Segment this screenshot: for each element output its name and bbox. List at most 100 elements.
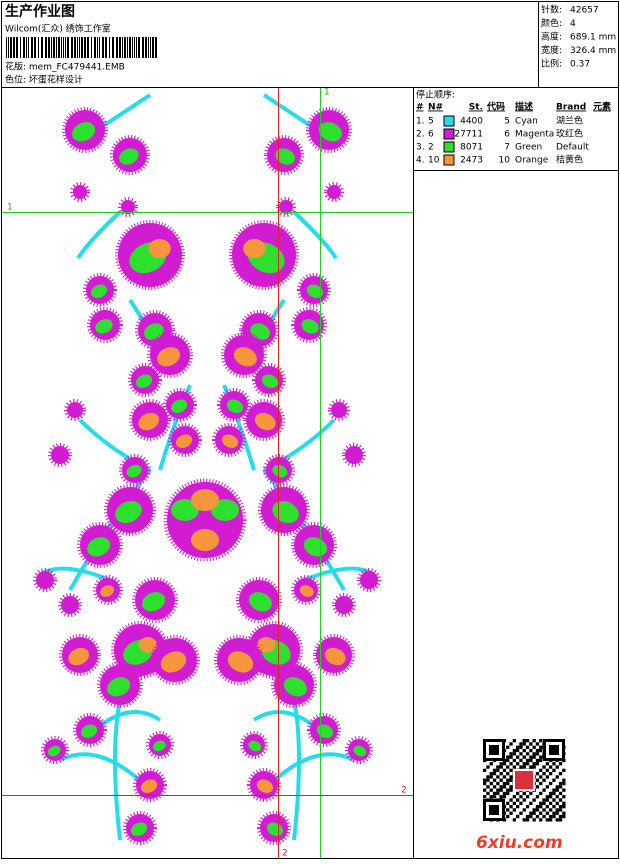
desc: Cyan [515,117,538,127]
qr-cell [492,791,497,796]
stem [113,699,122,841]
qr-cell [486,778,490,782]
flower-center [157,347,181,367]
qr-cell [529,758,533,763]
qr-cell [562,795,566,799]
qr-cell [549,818,553,822]
flower-center [353,745,367,757]
flower-center [68,647,90,666]
qr-cell [558,762,563,766]
subtitle: Wilcom(汇众) 绣饰工作室 [5,23,111,35]
info-label: 针数: [541,4,562,16]
qr-cell [549,791,553,796]
qr-cell [519,742,523,746]
qr-cell [506,801,510,805]
qr-cell [506,765,510,769]
bar [84,37,86,58]
qr-cell [499,785,503,789]
qr-cell [558,805,563,809]
seq: 1. [416,117,425,127]
qr-cell [535,772,540,776]
qr-cell [525,762,530,766]
qr-cell [549,765,553,769]
qr-cell [552,814,556,819]
qr-finder [489,745,499,755]
qr-cell [545,762,549,766]
qr-cell [502,791,507,796]
bar [134,37,135,58]
column-header: # [416,103,424,113]
seq: 3. [416,143,425,153]
qr-cell [552,762,556,766]
flower-fringe [342,443,366,467]
bar [6,37,7,58]
bar [152,37,154,58]
qr-cell [483,778,487,782]
info-label: 比例: [541,58,562,70]
qr-cell [512,818,516,822]
flower-fringe [118,197,138,217]
qr-logo [513,769,535,791]
bar [48,37,50,58]
flower-center [254,412,276,431]
flower-center [257,637,276,653]
column-header: 元素 [593,101,611,113]
qr-cell [535,785,540,789]
flower-center [95,319,113,334]
qr-cell [542,778,546,782]
qr-cell [522,739,526,743]
bar [155,37,157,58]
qr-cell [492,785,497,789]
flower-center [272,464,288,478]
qr-cell [539,755,543,759]
qr-cell [506,808,510,812]
bar [136,37,137,58]
bar [20,37,21,58]
qr-cell [486,785,490,789]
qr-cell [502,775,507,779]
brand: Default [556,143,589,153]
embroidery-design [33,93,381,845]
flower-fringe [276,197,296,217]
qr-cell [499,795,503,799]
qr-cell [489,795,493,799]
qr-cell [542,765,546,769]
guide-label: 1 [324,88,330,98]
qr-cell [509,788,513,792]
flower-center [306,284,324,298]
qr-cell [549,772,553,776]
bar [105,37,107,58]
flower-center [148,239,171,259]
column-header: St. [469,103,483,113]
flower-center [90,284,108,298]
flower-center [142,592,166,612]
qr-cell [509,755,513,759]
qr-cell [532,755,536,759]
flower-center [80,724,98,738]
guide-label: 2 [282,849,288,859]
flower-center [72,122,96,142]
needle: 6 [428,130,434,140]
bar [124,37,126,58]
qr-cell [516,791,520,796]
guide-label: 2 [401,786,407,796]
qr-cell [545,805,549,809]
qr-cell [555,811,559,815]
qr-cell [509,768,513,772]
brand: 玫红色 [556,128,583,140]
bar [23,37,25,58]
qr-cell [525,739,530,743]
info-value: 42657 [570,6,599,16]
info-value: 326.4 mm [570,46,616,56]
qr-cell [489,772,493,776]
qr-cell [496,765,500,769]
qr-cell [496,791,500,796]
column-header: Brand [556,103,586,113]
qr-cell [509,811,513,815]
bar [13,37,15,58]
qr-cell [529,811,533,815]
qr-cell [545,775,549,779]
qr-cell [539,781,543,786]
flower-center [170,399,188,413]
